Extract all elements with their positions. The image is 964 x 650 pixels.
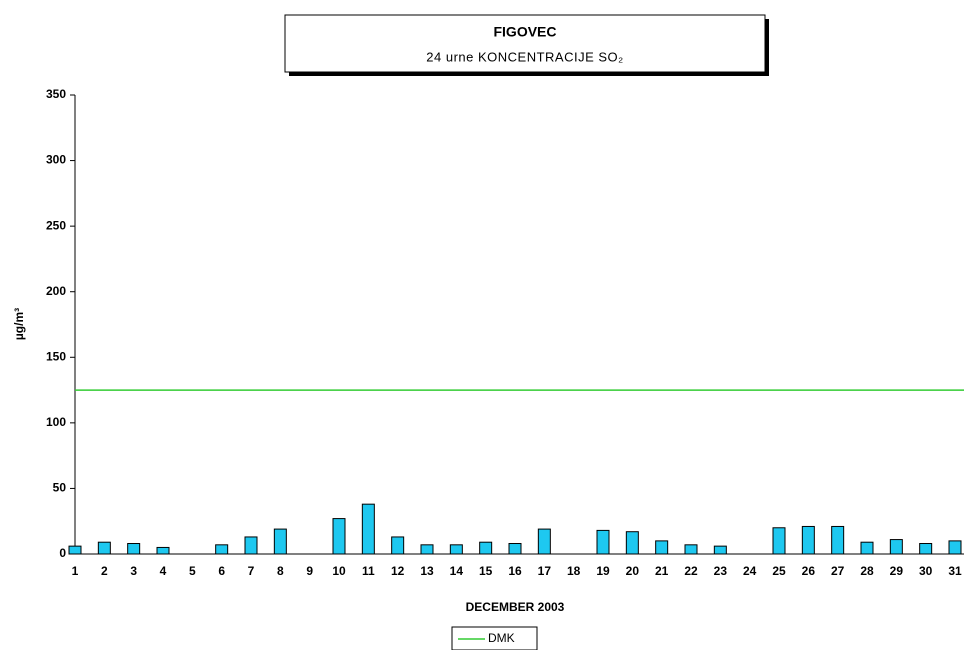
bar [860,541,874,555]
bar [479,541,493,555]
bar [801,525,815,555]
bar [655,540,669,555]
x-tick-label: 25 [772,564,786,578]
x-tick-label: 14 [450,564,464,578]
x-tick-label: 20 [626,564,640,578]
bar [244,536,258,555]
x-axis-label: DECEMBER 2003 [466,600,565,614]
legend-label: DMK [488,631,515,645]
x-tick-label: 4 [160,564,167,578]
bar [97,541,111,555]
x-tick-label: 19 [596,564,610,578]
x-tick-label: 15 [479,564,493,578]
y-tick-label: 0 [59,546,66,560]
x-tick-label: 29 [890,564,904,578]
x-tick-label: 27 [831,564,845,578]
x-tick-label: 30 [919,564,933,578]
bar [684,544,698,555]
x-tick-label: 18 [567,564,581,578]
y-tick-label: 150 [46,349,66,363]
bar [713,545,727,555]
x-tick-label: 26 [802,564,816,578]
bar [772,527,786,555]
bar [889,539,903,555]
x-tick-label: 17 [538,564,552,578]
x-tick-label: 10 [332,564,346,578]
bar [156,546,170,555]
y-tick-label: 100 [46,415,66,429]
x-tick-label: 11 [362,564,375,578]
bar [537,528,551,555]
x-tick-label: 21 [655,564,669,578]
x-tick-label: 31 [948,564,962,578]
y-tick-label: 350 [46,87,66,101]
bar [948,540,962,555]
x-tick-label: 1 [72,564,79,578]
x-tick-label: 6 [218,564,225,578]
x-tick-label: 12 [391,564,405,578]
x-tick-label: 7 [248,564,255,578]
y-axis-label: µg/m³ [12,308,26,340]
bar [596,529,610,555]
bar [332,518,346,555]
bar [215,544,229,555]
x-tick-label: 2 [101,564,108,578]
x-tick-label: 5 [189,564,196,578]
y-tick-label: 50 [53,481,67,495]
bar [420,544,434,555]
bar [361,503,375,555]
bar [449,544,463,555]
bar [273,528,287,555]
bar [127,543,141,555]
x-tick-label: 8 [277,564,284,578]
bar [391,536,405,555]
x-tick-label: 3 [130,564,137,578]
chart-subtitle: 24 urne KONCENTRACIJE SO₂ [426,49,623,64]
chart-title: FIGOVEC [493,24,556,40]
x-tick-label: 22 [684,564,698,578]
x-tick-label: 13 [420,564,434,578]
bar [919,543,933,555]
y-tick-label: 250 [46,218,66,232]
bar [831,525,845,555]
x-tick-label: 9 [306,564,313,578]
x-tick-label: 16 [508,564,522,578]
bar [68,545,82,555]
x-tick-label: 28 [860,564,874,578]
bar [508,543,522,555]
x-tick-label: 24 [743,564,757,578]
bar [625,531,639,555]
legend-box [451,626,538,650]
y-tick-label: 300 [46,153,66,167]
x-tick-label: 23 [714,564,728,578]
title-box [284,14,766,73]
y-tick-label: 200 [46,284,66,298]
